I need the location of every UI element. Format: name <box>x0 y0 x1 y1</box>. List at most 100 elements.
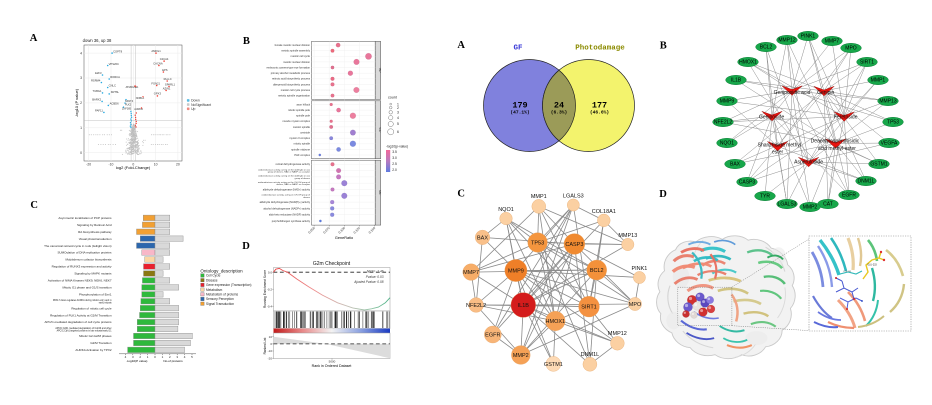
svg-text:ZNF385: ZNF385 <box>122 107 132 110</box>
svg-text:(6.3%): (6.3%) <box>551 110 568 116</box>
svg-text:DNM1L: DNM1L <box>581 352 600 358</box>
svg-text:3: 3 <box>176 355 178 359</box>
svg-text:SUMOylation of DNA replication: SUMOylation of DNA replication proteins <box>57 251 112 255</box>
svg-text:-log10(p-value): -log10(p-value) <box>386 145 408 149</box>
svg-text:2.0: 2.0 <box>392 168 397 172</box>
svg-text:FGN21: FGN21 <box>151 81 160 85</box>
svg-text:5: 5 <box>397 122 399 126</box>
svg-text:spindle midzone: spindle midzone <box>291 147 310 151</box>
svg-text:BAX: BAX <box>477 235 488 241</box>
svg-text:LGALS3: LGALS3 <box>778 202 797 208</box>
svg-text:E2F3: E2F3 <box>95 71 102 75</box>
svg-text:'CC': 'CC' <box>378 127 382 133</box>
svg-text:'MF': 'MF' <box>378 190 382 196</box>
svg-text:PAF11: PAF11 <box>95 109 103 113</box>
svg-text:2: 2 <box>169 355 171 359</box>
svg-text:'BP': 'BP' <box>378 68 382 74</box>
svg-text:MMP13: MMP13 <box>879 99 896 105</box>
svg-text:BAX: BAX <box>730 162 741 168</box>
svg-text:C2CA4: C2CA4 <box>160 57 169 61</box>
svg-text:1: 1 <box>162 355 164 359</box>
svg-text:-20: -20 <box>86 163 91 167</box>
svg-text:TP53: TP53 <box>531 240 544 246</box>
svg-text:log2 (Fold-Change): log2 (Fold-Change) <box>116 165 151 170</box>
svg-text:TYR: TYR <box>760 194 770 200</box>
svg-text:Regulation of RUNX3 expression: Regulation of RUNX3 expression and activ… <box>52 265 112 269</box>
svg-text:24: 24 <box>554 101 564 111</box>
svg-text:Molybdenum cofactor biosynthes: Molybdenum cofactor biosynthesis <box>65 258 112 262</box>
svg-text:donors: donors <box>303 196 311 199</box>
svg-text:AMKG1: AMKG1 <box>151 49 161 53</box>
svg-text:RA biosynthesis pathway: RA biosynthesis pathway <box>78 230 112 234</box>
svg-text:A: A <box>30 33 38 44</box>
svg-text:Regulation of mitotic cell cyc: Regulation of mitotic cell cycle <box>71 306 112 310</box>
svg-text:4: 4 <box>125 355 127 359</box>
svg-text:NES= -1.46: NES= -1.46 <box>367 270 384 274</box>
svg-text:Cell Cycle: Cell Cycle <box>206 274 221 278</box>
svg-text:-20: -20 <box>268 356 273 360</box>
svg-text:count: count <box>388 96 397 100</box>
svg-text:10: 10 <box>154 163 158 167</box>
svg-text:porphobilinogen synthase activ: porphobilinogen synthase activity <box>272 219 311 223</box>
svg-text:2: 2 <box>397 106 399 110</box>
svg-text:PINK1: PINK1 <box>801 34 816 40</box>
svg-text:Activation of NIMA Kinases NEK: Activation of NIMA Kinases NEK9, NEK6, N… <box>48 279 112 283</box>
svg-text:Geniposidic acid: Geniposidic acid <box>774 90 811 96</box>
svg-text:meiotic spindle assembly: meiotic spindle assembly <box>281 49 311 53</box>
svg-text:aldo-keto reductase (NADP) act: aldo-keto reductase (NADP) activity <box>269 213 311 217</box>
svg-text:HMOX1: HMOX1 <box>739 60 757 66</box>
svg-text:BCL2: BCL2 <box>590 268 604 274</box>
svg-text:Mitotic G2-G2/M phases: Mitotic G2-G2/M phases <box>79 334 112 338</box>
svg-text:ester: ester <box>772 150 783 156</box>
svg-text:VEGFA: VEGFA <box>881 141 898 147</box>
svg-text:aldehyde dehydrogenase (NAD+): aldehyde dehydrogenase (NAD+) activity <box>263 187 311 191</box>
svg-text:MMP13: MMP13 <box>618 233 637 239</box>
svg-text:meiotic spindle organization: meiotic spindle organization <box>278 94 311 98</box>
svg-text:-log10 (P value): -log10 (P value) <box>74 88 79 117</box>
svg-text:FBXL7 down-regulates AURKA dur: FBXL7 down-regulates AURKA during mitoti… <box>53 299 112 302</box>
svg-text:Ajusted Pvalue: 0.08: Ajusted Pvalue: 0.08 <box>353 280 383 284</box>
svg-text:Visual phototransduction: Visual phototransduction <box>79 237 112 241</box>
svg-text:0: 0 <box>154 355 156 359</box>
svg-text:embryonic camera-type eye form: embryonic camera-type eye formation <box>266 65 310 69</box>
svg-text:meiotic cell cycle process: meiotic cell cycle process <box>281 88 311 92</box>
svg-text:oxidoreductase activity, actin: oxidoreductase activity, acting on the a… <box>258 175 311 178</box>
svg-text:meiotic spindle: meiotic spindle <box>293 125 311 129</box>
svg-text:-10: -10 <box>109 163 114 167</box>
svg-text:axon hillock: axon hillock <box>296 102 310 106</box>
svg-text:NQO1: NQO1 <box>720 141 734 147</box>
svg-text:3: 3 <box>397 111 399 115</box>
svg-text:group of donors: group of donors <box>295 177 311 180</box>
svg-text:G2m Checkpoint: G2m Checkpoint <box>313 261 351 267</box>
svg-text:RSRM4: RSRM4 <box>91 79 101 83</box>
svg-text:NFE2L2: NFE2L2 <box>466 303 486 309</box>
svg-text:ATM2G5E1: ATM2G5E1 <box>126 86 139 89</box>
svg-text:retinoic acid biosynthetic pro: retinoic acid biosynthetic process <box>272 77 311 81</box>
svg-text:Running Enrichment Score: Running Enrichment Score <box>263 270 267 308</box>
svg-text:COL18A1: COL18A1 <box>592 209 616 215</box>
svg-text:NFE2L2: NFE2L2 <box>714 120 733 126</box>
svg-text:MMP12: MMP12 <box>778 38 795 44</box>
svg-text:MMP2: MMP2 <box>803 205 818 211</box>
svg-text:Deacetylasperulosidic: Deacetylasperulosidic <box>811 139 860 145</box>
svg-text:Phosphorylation of Emi1: Phosphorylation of Emi1 <box>79 292 112 296</box>
svg-text:20: 20 <box>176 163 180 167</box>
svg-text:PINK1: PINK1 <box>631 266 647 272</box>
svg-text:3.0: 3.0 <box>392 156 397 160</box>
svg-text:SIRT1: SIRT1 <box>860 60 874 66</box>
svg-text:Regulation of PLK1 Activity at: Regulation of PLK1 Activity at G2/M Tran… <box>50 313 112 317</box>
svg-text:LGALS3: LGALS3 <box>563 194 584 200</box>
svg-text:spindle pole: spindle pole <box>296 114 310 118</box>
svg-text:MMP7: MMP7 <box>463 270 479 276</box>
svg-text:CASP3: CASP3 <box>565 242 583 248</box>
svg-text:4: 4 <box>184 355 186 359</box>
svg-text:Up: Up <box>191 107 195 111</box>
svg-text:RORCA: RORCA <box>110 75 120 79</box>
svg-text:1: 1 <box>80 126 82 130</box>
svg-text:Gene expression (Transcription: Gene expression (Transcription) <box>206 283 251 287</box>
svg-text:Mitotic G1 phase and G1/S tran: Mitotic G1 phase and G1/S transition <box>62 285 111 289</box>
svg-text:EGFR: EGFR <box>842 193 856 199</box>
svg-text:TUBG1: TUBG1 <box>93 89 102 93</box>
svg-text:Signaling by Retinoic Acid: Signaling by Retinoic Acid <box>77 223 112 227</box>
svg-text:diterpenoid biosynthetic proce: diterpenoid biosynthetic process <box>273 82 311 86</box>
